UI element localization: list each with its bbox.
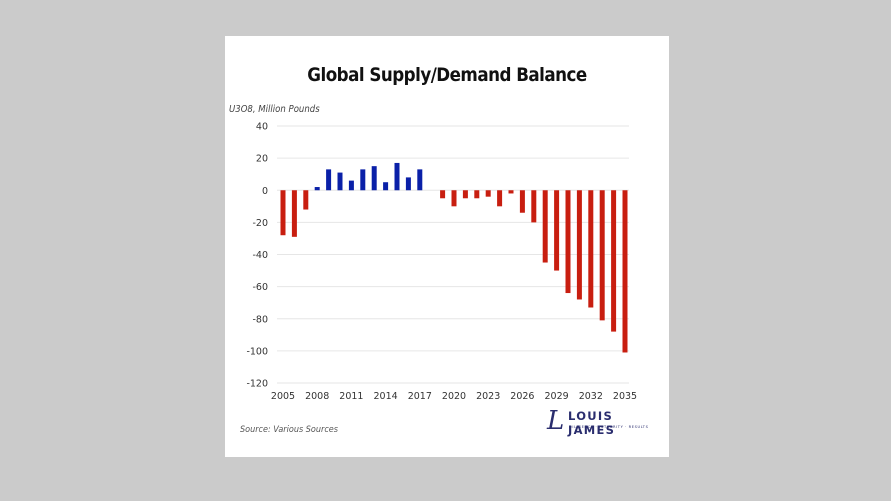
x-tick-label: 2008 (305, 391, 329, 402)
logo-mark-icon: L (547, 406, 565, 436)
bar-2010 (337, 172, 343, 191)
bar-2008 (314, 187, 320, 191)
x-axis-ticks: 2005 2008 2011 2014 2017 2020 2023 2026 2029 2032… (271, 391, 637, 402)
x-tick-label: 2029 (545, 391, 569, 402)
bar-2012 (360, 169, 366, 191)
louis-james-logo: L LOUIS JAMES DILIGENCE · INTEGRITY · RE… (547, 406, 659, 437)
bar-2005 (280, 190, 286, 236)
bar-2025 (508, 190, 514, 194)
chart-card: Global Supply/Demand Balance U3O8, Milli… (225, 36, 669, 457)
bar-2011 (348, 180, 354, 191)
y-tick-label: -100 (246, 346, 268, 357)
y-tick-label: -120 (246, 379, 268, 390)
bar-2030 (565, 190, 571, 294)
x-tick-label: 2020 (442, 391, 466, 402)
x-tick-label: 2032 (579, 391, 603, 402)
bar-2026 (519, 190, 525, 213)
bar-2019 (440, 190, 446, 199)
bar-2035 (622, 190, 628, 353)
bar-2033 (599, 190, 605, 321)
bar-2034 (611, 190, 617, 332)
chart-title: Global Supply/Demand Balance (307, 64, 587, 86)
x-tick-label: 2026 (510, 391, 534, 402)
bar-2015 (394, 162, 400, 191)
bar-2014 (383, 182, 389, 191)
bar-2006 (291, 190, 297, 237)
bar-2031 (576, 190, 582, 300)
bar-2028 (542, 190, 548, 263)
logo-name: LOUIS JAMES (568, 409, 616, 437)
x-tick-label: 2017 (408, 391, 432, 402)
bar-2009 (326, 169, 332, 191)
y-tick-label: 20 (256, 154, 268, 165)
y-tick-label: -60 (252, 282, 268, 293)
x-tick-label: 2035 (613, 391, 637, 402)
bar-2017 (417, 169, 423, 191)
bar-2021 (462, 190, 468, 199)
bar-2013 (371, 166, 377, 191)
y-tick-label: -80 (252, 314, 268, 325)
bar-2007 (303, 190, 309, 210)
bar-2016 (405, 177, 411, 191)
bar-2020 (451, 190, 457, 207)
y-tick-label: 40 (256, 122, 268, 133)
source-note: Source: Various Sources (240, 425, 338, 435)
x-tick-label: 2005 (271, 391, 295, 402)
bar-2022 (474, 190, 480, 199)
bars (280, 162, 628, 353)
x-tick-label: 2014 (374, 391, 398, 402)
bar-2027 (531, 190, 537, 223)
x-tick-label: 2011 (339, 391, 363, 402)
y-axis-ticks: 40 20 0 -20 -40 -60 -80 -100 -120 (246, 122, 268, 390)
bar-2032 (588, 190, 594, 308)
y-tick-label: -20 (252, 218, 268, 229)
gridlines (277, 125, 629, 384)
bar-2029 (554, 190, 560, 271)
bar-2024 (497, 190, 503, 207)
logo-tagline: DILIGENCE · INTEGRITY · RESULTS (569, 425, 649, 429)
y-tick-label: 0 (262, 186, 268, 197)
y-tick-label: -40 (252, 250, 268, 261)
x-tick-label: 2023 (476, 391, 500, 402)
bar-2023 (485, 190, 491, 197)
y-axis-label: U3O8, Million Pounds (229, 104, 320, 115)
